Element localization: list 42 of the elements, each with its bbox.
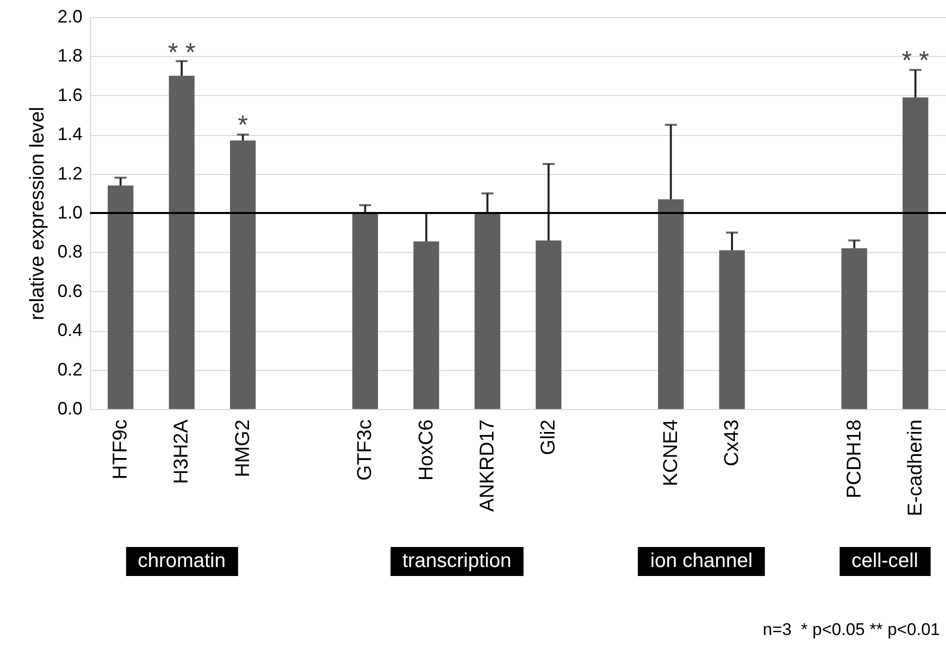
y-tick-label: 0.0 [57, 398, 82, 418]
y-tick-label: 2.0 [57, 6, 82, 26]
x-tick-label: GTF3c [354, 420, 376, 481]
y-axis-title: relative expression level [26, 106, 48, 320]
y-tick-label: 1.6 [57, 84, 82, 105]
x-tick-label: HMG2 [232, 420, 254, 478]
x-tick-label: E-cadherin [904, 420, 926, 516]
text: chromatin [126, 547, 238, 576]
y-tick-label: 1.8 [57, 46, 82, 66]
y-tick-label: 0.6 [57, 280, 82, 301]
annotation: * * [902, 45, 930, 75]
x-tick-label: KCNE4 [660, 420, 682, 486]
y-tick-label: 1.4 [57, 124, 82, 144]
x-tick-label: PCDH18 [843, 420, 866, 498]
bar [719, 250, 745, 409]
bar [352, 213, 378, 409]
text: ion channel [638, 547, 765, 576]
x-tick-label: ANKRD17 [476, 420, 498, 512]
bar [536, 240, 562, 409]
bar [902, 97, 928, 409]
x-tick-label: HTF9c [110, 420, 132, 480]
bar [841, 248, 868, 409]
y-tick-label: 0.4 [57, 320, 82, 340]
y-tick-label: 0.2 [57, 359, 82, 380]
y-tick-label: 0.8 [57, 242, 82, 262]
text: cell-cell [840, 547, 930, 576]
bar [230, 140, 256, 409]
x-tick-label: Gli2 [538, 420, 560, 456]
y-tick-label: 1.2 [57, 163, 82, 184]
bar [413, 241, 440, 409]
annotation: * [238, 110, 248, 140]
bar [108, 186, 134, 409]
x-tick-label: H3H2A [170, 418, 193, 484]
x-tick-label: Cx43 [721, 420, 743, 466]
bar [168, 76, 195, 409]
text: n=3 * p<0.05 ** p<0.01 [762, 620, 940, 640]
annotation: * * [168, 37, 196, 68]
bar [474, 213, 500, 409]
text: transcription [390, 547, 524, 576]
y-tick-label: 1.0 [57, 202, 82, 222]
x-tick-label: HoxC6 [415, 420, 438, 481]
bar [658, 199, 684, 409]
